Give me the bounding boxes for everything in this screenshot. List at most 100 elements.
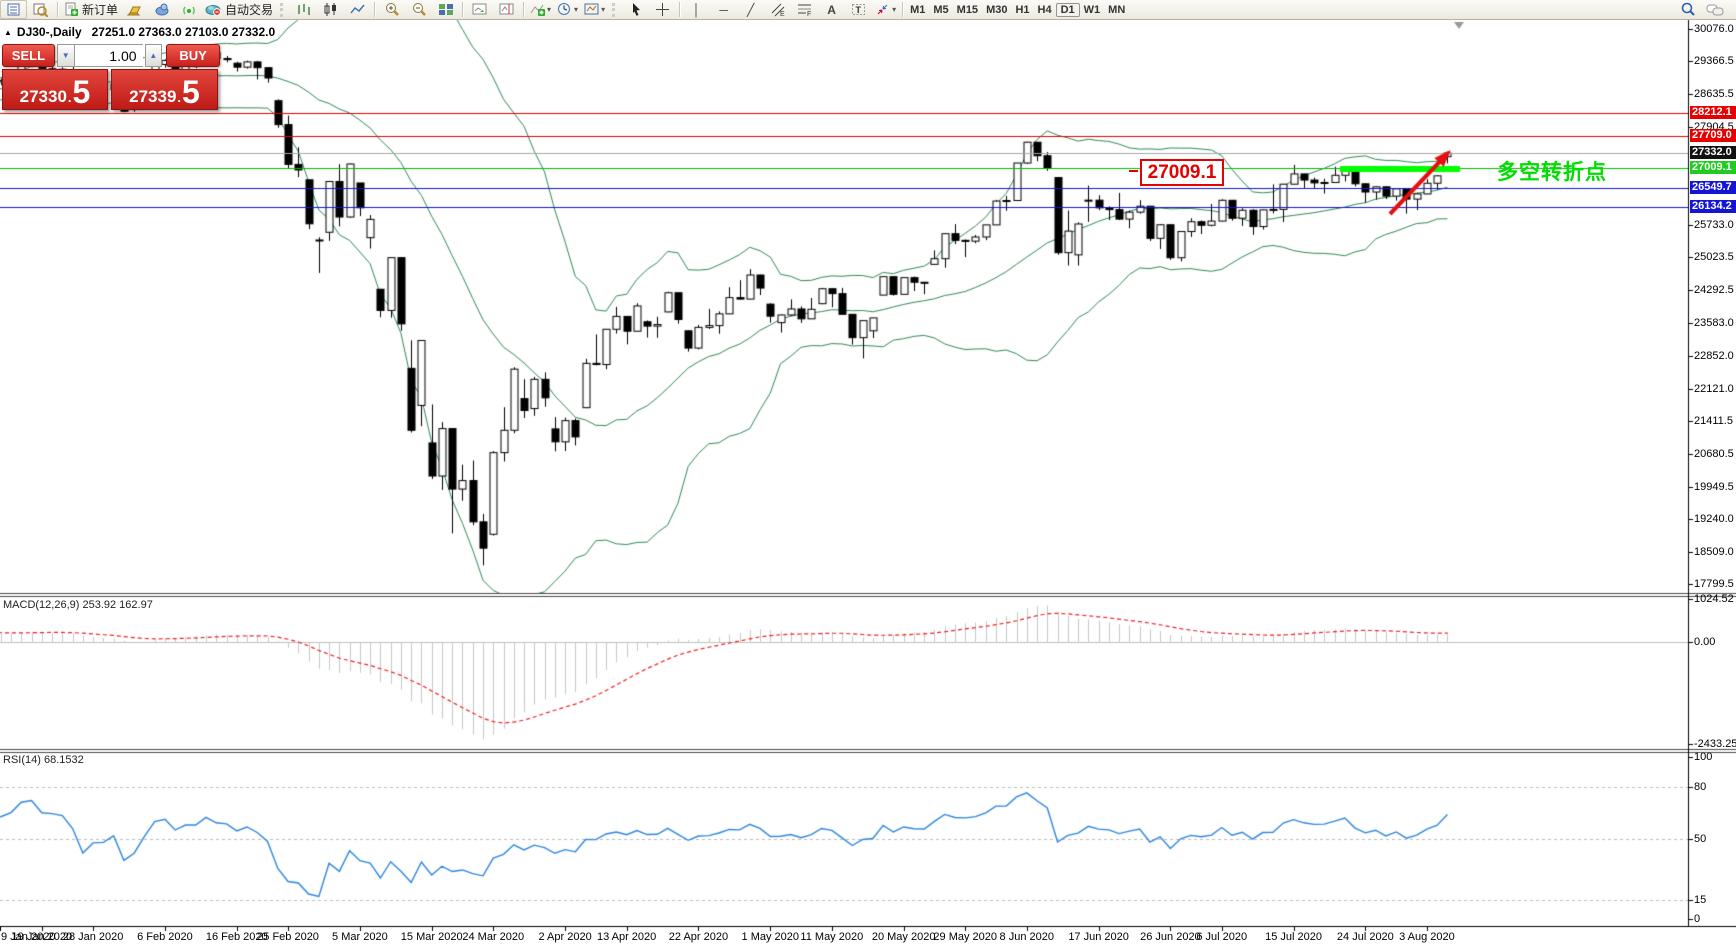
- tab-m1[interactable]: M1: [910, 3, 926, 16]
- sell-button[interactable]: SELL: [2, 44, 55, 67]
- bar-chart-icon[interactable]: [290, 0, 317, 19]
- date-axis-label: 9 Jan 2020: [1, 931, 56, 943]
- horizontal-line-tool[interactable]: ─: [719, 2, 728, 17]
- zoom-out-icon[interactable]: [405, 0, 432, 19]
- crosshair-tool[interactable]: [649, 0, 676, 19]
- svg-text:E: E: [780, 11, 785, 17]
- tab-m15[interactable]: M15: [956, 3, 979, 16]
- cursor-tool[interactable]: [622, 0, 649, 19]
- signal-icon[interactable]: [175, 0, 202, 19]
- sell-price-dot: .: [67, 90, 72, 105]
- date-axis-label: 17 Jun 2020: [1068, 931, 1129, 943]
- sell-price-main: 27330: [19, 87, 67, 106]
- price-axis-tick: 17799.5: [1694, 577, 1734, 590]
- price-line-label: 27009.1: [1690, 160, 1736, 174]
- collapse-triangle-icon[interactable]: ▲: [4, 27, 12, 37]
- price-axis-tick: 29366.5: [1694, 55, 1734, 68]
- search-icon[interactable]: [1674, 0, 1701, 19]
- price-axis-tick: 25733.0: [1694, 219, 1734, 232]
- chat-icon[interactable]: [1701, 0, 1728, 19]
- turning-point-annotation[interactable]: 多空转折点: [1497, 161, 1607, 184]
- vertical-line-tool[interactable]: │: [692, 2, 701, 17]
- tab-w1[interactable]: W1: [1083, 3, 1101, 16]
- tab-mn[interactable]: MN: [1108, 3, 1126, 16]
- price-callout[interactable]: 27009.1: [1140, 159, 1224, 186]
- price-line-label: 27332.0: [1690, 146, 1736, 160]
- rsi-axis-tick: 80: [1694, 780, 1707, 793]
- indicators-icon[interactable]: ▾: [527, 0, 554, 19]
- price-axis-tick: 24292.5: [1694, 284, 1734, 297]
- date-axis-label: 19 Jan 2020: [11, 931, 73, 943]
- new-order-button[interactable]: 新订单: [61, 0, 121, 19]
- indicators-caret-icon: ▾: [547, 5, 552, 14]
- line-chart-icon[interactable]: [344, 0, 371, 19]
- date-axis-label: 16 Feb 2020: [205, 931, 268, 943]
- volume-decrease-button[interactable]: ▼: [56, 44, 75, 67]
- date-axis-label: 6 Jul 2020: [1196, 931, 1248, 943]
- date-axis-label: 5 Mar 2020: [332, 931, 388, 943]
- data-window-icon[interactable]: [27, 0, 54, 19]
- price-axis-tick: 19240.0: [1694, 512, 1734, 525]
- svg-text:F: F: [807, 11, 811, 17]
- date-axis-label: 8 Jun 2020: [999, 931, 1054, 943]
- rsi-label: RSI(14) 68.1532: [3, 754, 84, 766]
- price-axis-tick: 23583.0: [1694, 316, 1734, 329]
- tile-windows-icon[interactable]: [432, 0, 459, 19]
- date-axis-label: 11 May 2020: [800, 931, 864, 943]
- auto-scroll-icon[interactable]: [466, 0, 493, 19]
- chart-shift-icon[interactable]: [493, 0, 520, 19]
- templates-icon[interactable]: ▾: [581, 0, 608, 19]
- text-tool[interactable]: A: [827, 2, 836, 17]
- equidistant-channel-tool[interactable]: E: [764, 0, 791, 19]
- macd-axis-tick: -2433.25: [1694, 738, 1736, 751]
- buy-price-main: 27339: [129, 87, 177, 106]
- buy-price-display[interactable]: 27339 . 5: [111, 69, 218, 110]
- volume-increase-button[interactable]: ▲: [144, 44, 163, 67]
- ohlc-values: 27251.0 27363.0 27103.0 27332.0: [91, 25, 276, 39]
- market-watch-icon[interactable]: [0, 0, 27, 19]
- toolbar: 新订单 自动交易 ▾ ▾ ▾ │ ─ ╱ E F A T ▾: [0, 0, 1736, 20]
- price-axis-tick: 22852.0: [1694, 349, 1734, 362]
- price-axis-tick: 20680.5: [1694, 447, 1734, 460]
- sell-price-display[interactable]: 27330 . 5: [2, 69, 108, 110]
- price-axis-tick: 18509.0: [1694, 545, 1734, 558]
- tab-h4[interactable]: H4: [1037, 3, 1052, 16]
- date-axis-label: 26 Jun 2020: [1140, 931, 1201, 943]
- date-axis-label: 20 May 2020: [871, 931, 936, 943]
- arrows-tool[interactable]: ▾: [872, 0, 899, 19]
- date-axis-label: 15 Mar 2020: [400, 931, 463, 943]
- macd-axis-tick: 1024.52: [1694, 592, 1734, 605]
- tab-m5[interactable]: M5: [933, 3, 949, 16]
- autotrade-button[interactable]: 自动交易: [202, 0, 276, 19]
- fibonacci-tool[interactable]: F: [791, 0, 818, 19]
- tab-h1[interactable]: H1: [1015, 3, 1030, 16]
- rsi-axis-tick: 0: [1694, 913, 1701, 925]
- arrows-caret-icon: ▾: [892, 5, 897, 14]
- price-axis-tick: 22121.0: [1694, 382, 1734, 395]
- candlestick-chart-icon[interactable]: [317, 0, 344, 19]
- price-axis-tick: 30076.0: [1694, 23, 1734, 35]
- macd-label: MACD(12,26,9) 253.92 162.97: [3, 599, 153, 611]
- community-icon[interactable]: [148, 0, 175, 19]
- buy-button[interactable]: BUY: [166, 44, 220, 67]
- zoom-in-icon[interactable]: [378, 0, 405, 19]
- trendline-tool[interactable]: ╱: [746, 2, 755, 17]
- buy-price-dot: .: [177, 90, 182, 105]
- date-axis-label: 15 Jul 2020: [1265, 931, 1322, 943]
- symbol-period-label: DJ30-,Daily: [16, 25, 82, 39]
- periods-caret-icon: ▾: [574, 5, 579, 14]
- one-click-trading-panel: SELL ▼ ▲ BUY 27330 . 5 27339 . 5: [2, 44, 220, 110]
- tab-d1[interactable]: D1: [1055, 2, 1080, 17]
- tab-m30[interactable]: M30: [986, 3, 1008, 16]
- text-label-tool[interactable]: T: [845, 0, 872, 19]
- volume-input[interactable]: [74, 44, 143, 67]
- date-axis-label: 29 May 2020: [933, 931, 998, 943]
- periods-icon[interactable]: ▾: [554, 0, 581, 19]
- date-axis-label: 28 Jan 2020: [62, 931, 124, 943]
- date-axis-label: 24 Jul 2020: [1336, 931, 1394, 943]
- date-axis-label: 13 Apr 2020: [596, 931, 657, 943]
- new-order-icon: [64, 2, 79, 17]
- gold-icon[interactable]: [121, 0, 148, 19]
